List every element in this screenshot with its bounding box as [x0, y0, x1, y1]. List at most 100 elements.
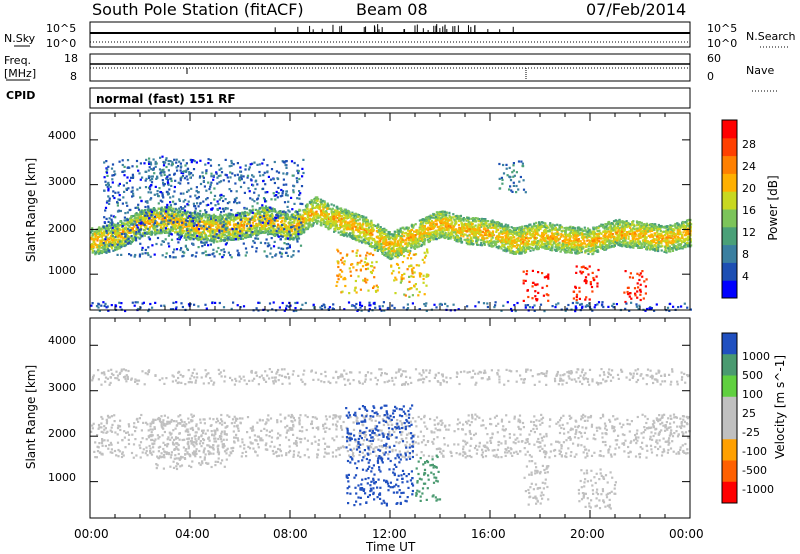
power-band-cell [497, 233, 500, 236]
power-band-cell [304, 220, 307, 223]
power-band-cell [354, 214, 357, 217]
power-band-cell [273, 222, 276, 225]
power-band-cell [381, 250, 385, 253]
power-band-cell [101, 238, 105, 241]
power-band-cell [517, 239, 520, 242]
power-band-cell [473, 225, 476, 228]
power-band-cell [396, 240, 399, 243]
power-band-cell [505, 240, 508, 243]
power-band-cell [419, 240, 422, 243]
power-band-cell [144, 216, 147, 219]
power-band-cell [366, 237, 369, 240]
power-band-cell [491, 240, 494, 244]
power-band-cell [295, 233, 298, 236]
power-band-cell [507, 241, 510, 244]
power-band-cell [156, 212, 159, 215]
power-band-cell [169, 217, 172, 220]
power-band-cell [148, 220, 151, 223]
power-band-cell [458, 227, 461, 230]
power-band-cell [544, 230, 547, 233]
power-band-cell [178, 219, 181, 222]
power-band-cell [303, 225, 306, 228]
power-band-cell [367, 238, 370, 242]
power-band-cell [410, 238, 413, 241]
power-band-cell [146, 208, 149, 211]
power-band-cell [151, 221, 154, 224]
power-band-cell [304, 208, 307, 211]
power-band-cell [283, 212, 286, 215]
power-band-cell [344, 224, 347, 227]
power-band-cell [163, 224, 166, 227]
power-band-cell [562, 246, 566, 249]
power-band-cell [389, 250, 393, 253]
power-band-cell [467, 222, 470, 225]
power-band-cell [397, 254, 400, 257]
power-band-cell [238, 226, 241, 229]
power-band-cell [148, 222, 151, 225]
power-band-cell [356, 227, 359, 230]
power-band-cell [246, 227, 249, 230]
power-band-cell [378, 245, 381, 248]
power-band-cell [308, 218, 311, 221]
power-band-cell [536, 230, 539, 233]
power-band-cell [155, 209, 158, 212]
power-band-cell [475, 237, 478, 240]
power-band-cell [523, 228, 526, 232]
power-band-cell [423, 218, 426, 221]
power-band-cell [530, 227, 533, 231]
power-band-cell [377, 246, 380, 250]
power-band-cell [419, 231, 422, 234]
power-band-cell [142, 233, 145, 236]
power-band-cell [534, 228, 537, 231]
power-band-cell [402, 249, 405, 252]
power-band-cell [451, 227, 454, 230]
power-band-cell [447, 219, 450, 222]
power-band-cell [117, 231, 120, 234]
power-band-cell [359, 236, 362, 239]
power-band-cell [479, 234, 483, 237]
power-band-cell [157, 224, 160, 227]
power-band-cell [504, 242, 507, 245]
power-band-cell [120, 240, 123, 243]
power-band-cell [263, 225, 267, 228]
power-band-cell [420, 243, 424, 246]
power-band-cell [411, 242, 414, 245]
power-band-cell [179, 232, 182, 235]
power-band-cell [462, 218, 465, 221]
power-band-cell [309, 214, 312, 217]
power-band-cell [517, 251, 520, 254]
power-band-cell [551, 239, 554, 242]
power-band-cell [139, 231, 142, 234]
power-band-cell [422, 242, 425, 245]
power-band-cell [182, 221, 185, 224]
power-band-cell [251, 224, 255, 227]
power-band-cell [141, 212, 144, 215]
power-band-cell [266, 207, 269, 210]
power-band-cell [283, 223, 286, 227]
power-band-cell [277, 231, 280, 234]
power-band-cell [137, 215, 140, 218]
power-band-cell [504, 223, 507, 226]
power-band-cell [392, 248, 396, 251]
power-band-cell [215, 226, 218, 229]
power-band-cell [455, 236, 458, 239]
power-band-cell [387, 251, 390, 254]
power-band-cell [438, 233, 441, 236]
power-band-cell [336, 217, 339, 220]
power-band-cell [208, 239, 212, 242]
power-band-cell [269, 232, 272, 235]
power-band-cell [241, 220, 244, 223]
power-band-cell [400, 231, 403, 234]
power-band-cell [477, 236, 480, 239]
power-band-cell [446, 235, 449, 238]
power-band-cell [429, 217, 432, 221]
power-band-cell [154, 226, 157, 229]
power-band-cell [424, 227, 428, 230]
power-band-cell [96, 233, 100, 236]
power-band-cell [357, 236, 360, 239]
power-band-cell [219, 215, 222, 218]
power-band-cell [490, 243, 493, 246]
power-band-cell [459, 217, 462, 220]
power-band-cell [145, 216, 148, 219]
power-band-cell [293, 218, 296, 221]
